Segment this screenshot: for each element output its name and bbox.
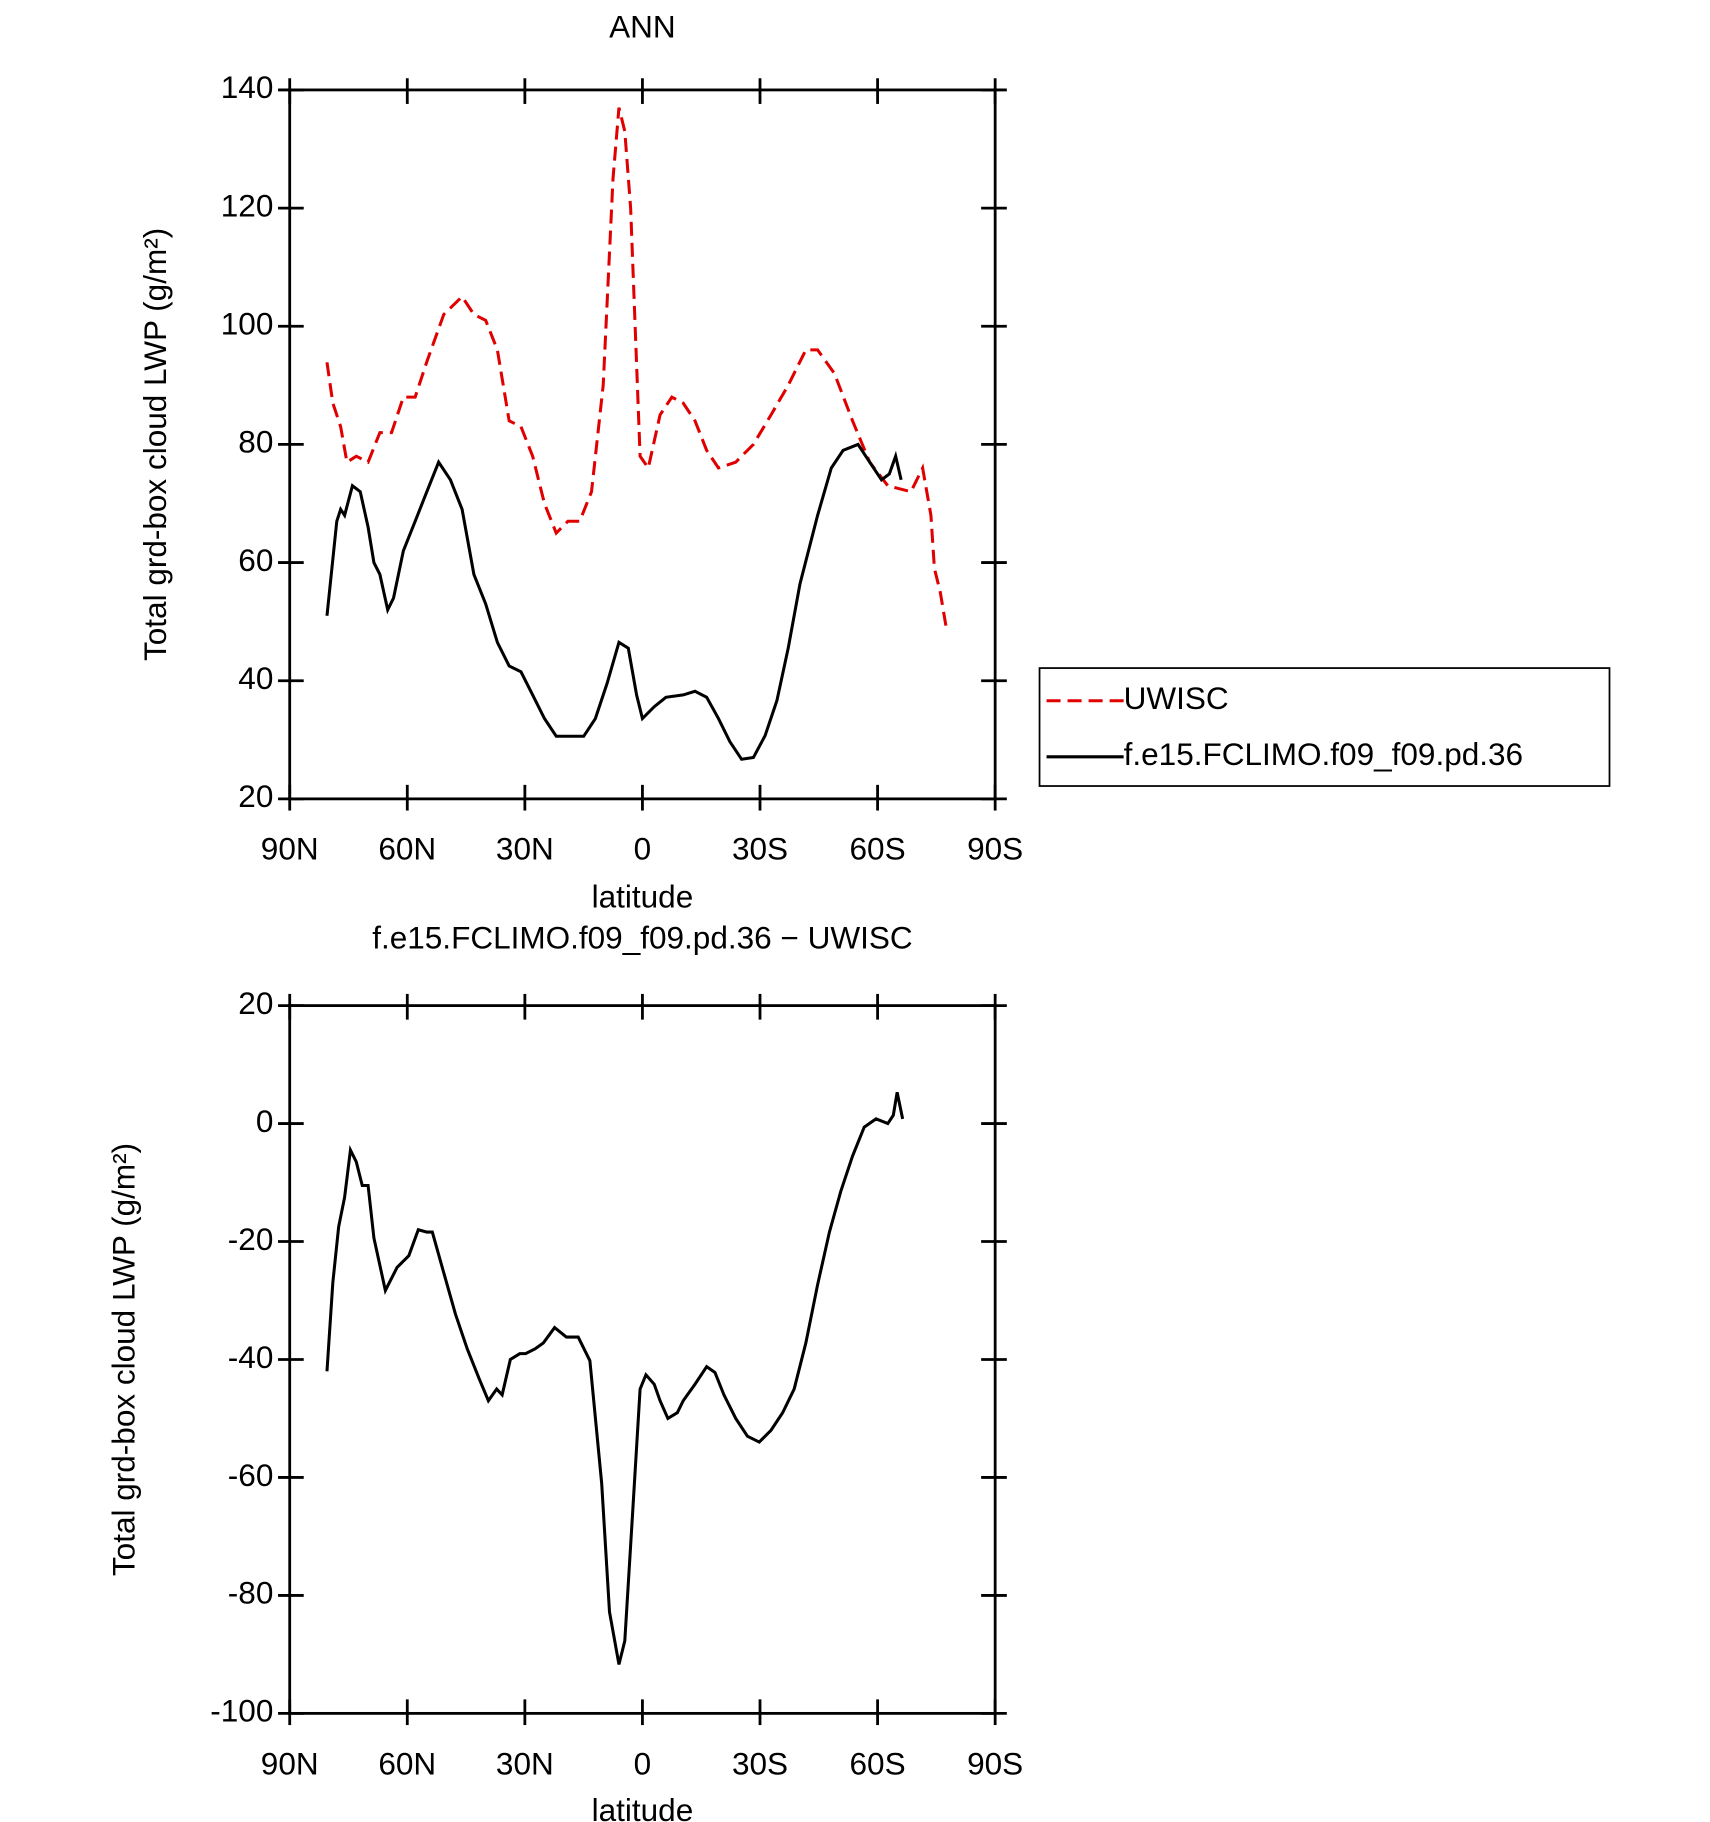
data-line <box>325 442 903 761</box>
y-axis-label: Total grd-box cloud LWP (g/m²) <box>106 1143 142 1576</box>
y-tick-label: 20 <box>238 778 273 814</box>
x-tick-label: 30N <box>496 831 554 867</box>
x-tick-label: 90S <box>967 831 1023 867</box>
legend-box <box>1038 667 1611 787</box>
plot-frame <box>288 88 997 801</box>
y-tick-label: -80 <box>228 1575 274 1611</box>
data-line <box>325 107 948 628</box>
y-tick-label: -60 <box>228 1457 274 1493</box>
x-axis-label: latitude <box>592 879 694 915</box>
y-tick-label: -40 <box>228 1339 274 1375</box>
y-tick-label: 0 <box>256 1103 274 1139</box>
chart-title: f.e15.FCLIMO.f09_f09.pd.36 − UWISC <box>372 920 912 956</box>
chart-title: ANN <box>609 9 676 45</box>
x-tick-label: 30S <box>732 1745 788 1781</box>
x-axis-label: latitude <box>592 1792 694 1822</box>
x-tick-label: 60S <box>850 1745 906 1781</box>
x-tick-label: 0 <box>634 831 652 867</box>
x-tick-label: 30S <box>732 831 788 867</box>
x-tick-label: 90S <box>967 1745 1023 1781</box>
y-tick-label: 60 <box>238 542 273 578</box>
legend-label: f.e15.FCLIMO.f09_f09.pd.36 <box>1124 736 1523 772</box>
x-tick-label: 60N <box>378 831 436 867</box>
y-tick-label: 20 <box>238 985 273 1021</box>
x-tick-label: 60N <box>378 1745 436 1781</box>
data-line <box>325 1091 905 1665</box>
y-tick-label: -100 <box>210 1693 273 1729</box>
y-tick-label: 80 <box>238 424 273 460</box>
x-tick-label: 0 <box>634 1745 652 1781</box>
y-tick-label: 40 <box>238 660 273 696</box>
x-tick-label: 90N <box>261 1745 319 1781</box>
y-axis-label: Total grd-box cloud LWP (g/m²) <box>137 228 173 661</box>
x-tick-label: 60S <box>850 831 906 867</box>
y-tick-label: 100 <box>221 306 274 342</box>
x-tick-label: 90N <box>261 831 319 867</box>
y-tick-label: 140 <box>221 69 274 105</box>
x-tick-label: 30N <box>496 1745 554 1781</box>
y-tick-label: -20 <box>228 1221 274 1257</box>
legend-label: UWISC <box>1124 680 1229 716</box>
y-tick-label: 120 <box>221 187 274 223</box>
plot-frame <box>288 1004 997 1715</box>
